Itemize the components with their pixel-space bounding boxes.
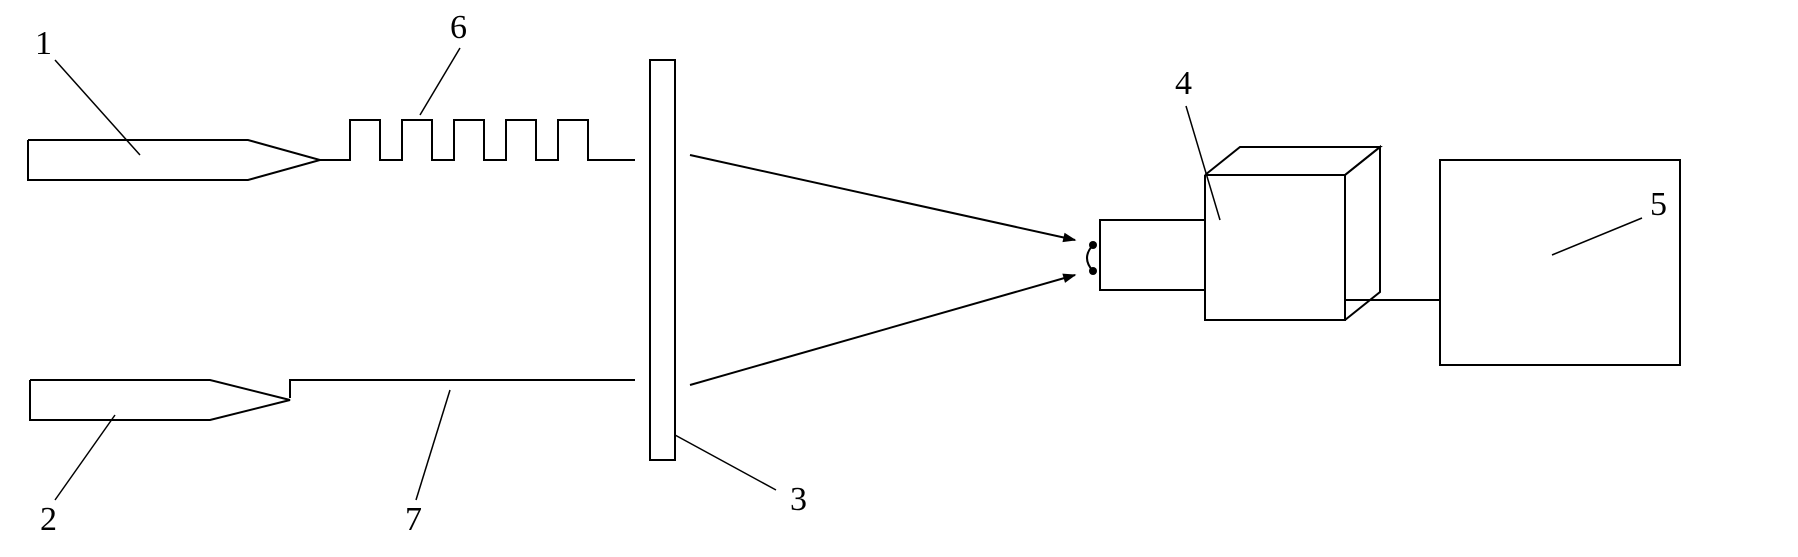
label-n4: 4	[1175, 65, 1192, 102]
label-n3: 3	[790, 481, 807, 518]
label-n1: 1	[35, 25, 52, 62]
label-n6: 6	[450, 9, 467, 46]
label-n2: 2	[40, 501, 57, 538]
label-n5: 5	[1650, 186, 1667, 223]
label-n7: 7	[405, 501, 422, 538]
